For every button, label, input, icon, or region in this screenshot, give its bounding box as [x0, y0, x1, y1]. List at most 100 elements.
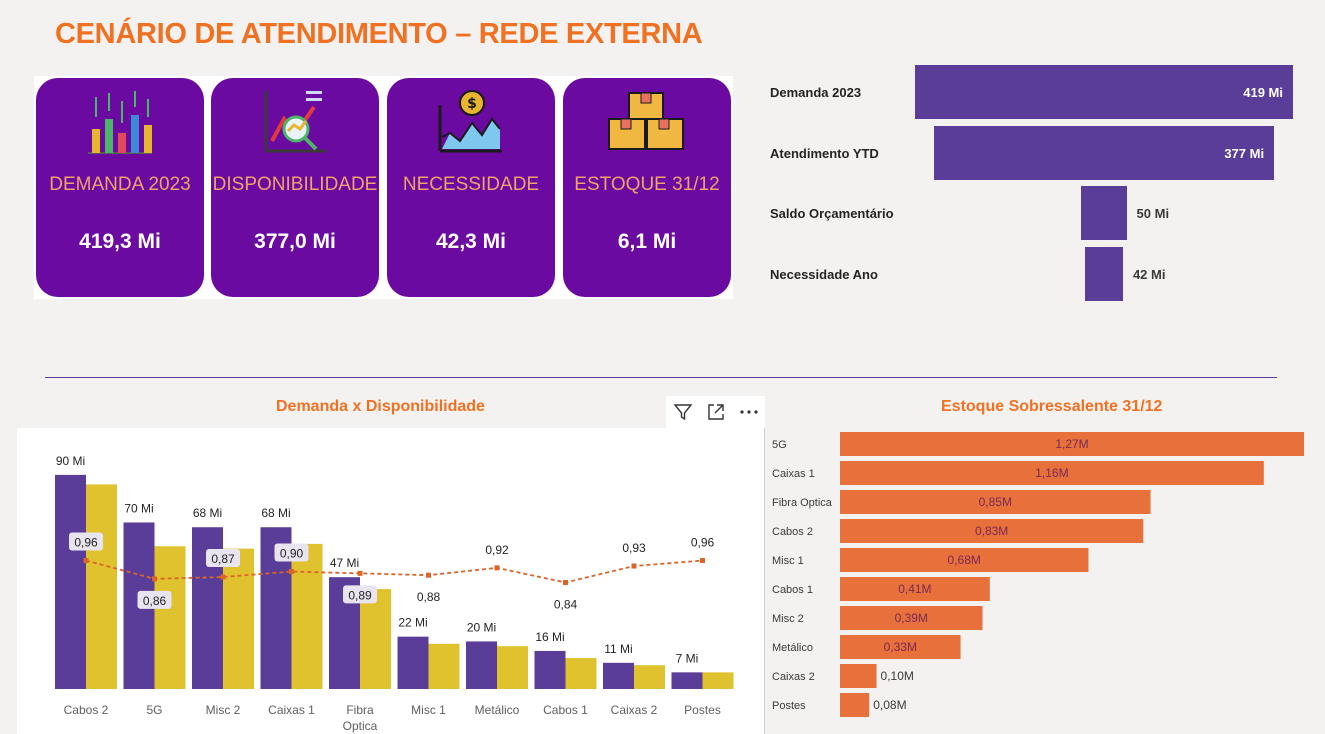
x-tick-label: Cabos 1: [543, 703, 588, 717]
funnel-label: Saldo Orçamentário: [770, 206, 894, 221]
combo-chart-svg: 90 Mi Cabos 2 70 Mi 5G 68 Mi Misc 2 68 Mi Caixa…: [49, 450, 734, 733]
ratio-marker[interactable]: [357, 570, 363, 576]
stock-bar[interactable]: [840, 606, 983, 630]
y-category-label: Postes: [772, 700, 806, 712]
y-category-label: Cabos 1: [772, 584, 813, 596]
stock-bar[interactable]: [840, 432, 1304, 456]
stock-bar[interactable]: [840, 519, 1144, 543]
ratio-marker[interactable]: [494, 565, 500, 571]
funnel-value-label: 42 Mi: [1132, 267, 1166, 282]
stock-value-label: 0,41M: [898, 582, 931, 596]
bar-data-label: 70 Mi: [124, 501, 153, 515]
demand-bar[interactable]: [466, 641, 497, 689]
stock-value-label: 1,27M: [1055, 437, 1088, 451]
stock-value-label: 0,83M: [975, 524, 1008, 538]
kpi-card-disponibilidade[interactable]: DISPONIBILIDADE 377,0 Mi: [211, 78, 379, 297]
kpi-label: ESTOQUE 31/12: [574, 174, 720, 195]
ratio-data-label: 0,96: [74, 536, 98, 550]
ratio-line: [85, 559, 703, 584]
kpi-card-demanda[interactable]: DEMANDA 2023 419,3 Mi: [36, 78, 204, 297]
ratio-label-bg: [685, 532, 720, 551]
funnel-bar[interactable]: [1081, 186, 1127, 240]
bar-data-label: 68 Mi: [193, 506, 222, 520]
funnel-bar[interactable]: [915, 65, 1293, 119]
stock-bar[interactable]: [840, 577, 990, 601]
ratio-label-bg: [69, 532, 103, 551]
funnel-bar[interactable]: [1085, 247, 1123, 301]
y-category-label: Metálico: [772, 642, 813, 654]
kpi-card-estoque[interactable]: ESTOQUE 31/12 6,1 Mi: [563, 78, 731, 297]
x-tick-label: Metálico: [475, 703, 520, 717]
funnel-value-label: 50 Mi: [1136, 206, 1170, 221]
kpi-card-necessidade[interactable]: $ NECESSIDADE 42,3 Mi: [387, 78, 555, 297]
stock-bar[interactable]: [840, 693, 870, 717]
availability-bar[interactable]: [223, 548, 254, 689]
funnel-label: Demanda 2023: [770, 85, 862, 100]
demand-bar[interactable]: [397, 636, 429, 689]
ratio-data-label: 0,87: [211, 552, 235, 566]
demand-bar[interactable]: [55, 474, 86, 689]
stock-bar[interactable]: [840, 635, 961, 659]
bar-label-bg: [254, 503, 298, 522]
stock-chart: 5G 1,27M Caixas 1 1,16M Fibra Optica 0,85M Cab…: [764, 428, 1325, 734]
stock-value-label: 0,33M: [884, 640, 917, 654]
kpi-label: NECESSIDADE: [402, 174, 540, 195]
bar-data-label: 16 Mi: [535, 630, 564, 644]
stock-bar[interactable]: [840, 664, 877, 688]
availability-bar[interactable]: [634, 665, 665, 689]
availability-bar[interactable]: [291, 543, 323, 689]
funnel-bar[interactable]: [933, 126, 1275, 180]
stock-bar[interactable]: [840, 490, 1151, 514]
x-tick-label: Misc 2: [206, 703, 241, 717]
focus-mode-icon[interactable]: [699, 396, 732, 428]
bar-data-label: 90 Mi: [56, 454, 85, 468]
stock-value-label: 0,85M: [979, 495, 1012, 509]
stock-chart-title: Estoque Sobressalente 31/12: [941, 398, 1163, 415]
demand-bar[interactable]: [534, 650, 566, 689]
availability-bar[interactable]: [86, 484, 117, 689]
ratio-marker[interactable]: [289, 569, 294, 575]
x-tick-label: Caixas 1: [268, 703, 315, 717]
ratio-marker[interactable]: [152, 576, 157, 582]
bar-label-bg: [117, 498, 161, 517]
x-tick-label: Fibra: [346, 703, 374, 717]
stock-bar[interactable]: [840, 548, 1089, 572]
y-category-label: Caixas 2: [772, 671, 815, 683]
visual-toolbar: [666, 396, 765, 428]
ratio-marker[interactable]: [563, 580, 568, 585]
demand-bar[interactable]: [671, 672, 703, 689]
ratio-marker[interactable]: [83, 558, 89, 564]
ratio-marker[interactable]: [700, 558, 705, 564]
bar-data-label: 7 Mi: [676, 651, 699, 665]
ratio-marker[interactable]: [426, 572, 431, 578]
ratio-marker[interactable]: [220, 574, 226, 580]
x-tick-label: Optica: [343, 719, 378, 733]
bar-data-label: 11 Mi: [604, 642, 632, 656]
demand-bar[interactable]: [603, 662, 634, 689]
availability-bar[interactable]: [360, 589, 391, 689]
bar-label-bg: [186, 503, 229, 522]
bar-label-bg: [460, 617, 503, 636]
filter-icon[interactable]: [666, 396, 699, 428]
y-category-label: Misc 2: [772, 613, 804, 625]
availability-bar[interactable]: [154, 546, 186, 689]
ratio-marker[interactable]: [631, 563, 637, 569]
availability-bar[interactable]: [497, 646, 528, 689]
bar-data-label: 68 Mi: [261, 506, 290, 520]
availability-bar[interactable]: [702, 672, 734, 689]
section-divider: [45, 377, 1277, 378]
ratio-data-label: 0,88: [417, 590, 441, 604]
trend-chart-icon: [211, 88, 379, 156]
ratio-data-label: 0,92: [485, 543, 509, 557]
ratio-label-bg: [617, 538, 651, 557]
y-category-label: Caixas 1: [772, 468, 815, 480]
kpi-label: DISPONIBILIDADE: [212, 174, 378, 195]
availability-bar[interactable]: [428, 643, 460, 689]
ratio-data-label: 0,96: [691, 536, 715, 550]
more-options-icon[interactable]: [732, 396, 765, 428]
stock-bar[interactable]: [840, 461, 1264, 485]
availability-bar[interactable]: [565, 658, 597, 689]
ratio-data-label: 0,89: [348, 588, 372, 602]
x-tick-label: Cabos 2: [64, 703, 109, 717]
boxes-icon: [563, 88, 731, 156]
